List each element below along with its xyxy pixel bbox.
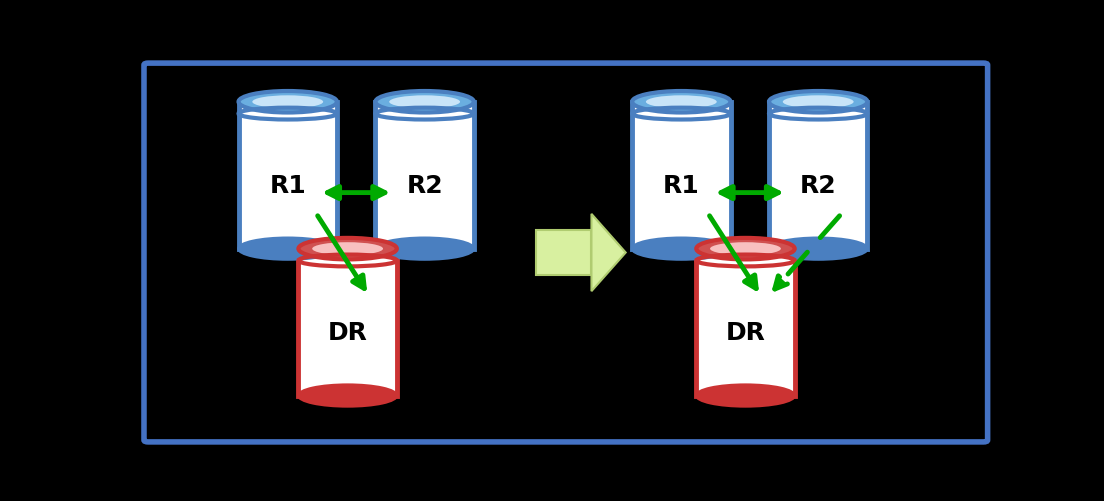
Ellipse shape: [375, 92, 474, 113]
Ellipse shape: [375, 238, 474, 260]
Ellipse shape: [253, 96, 323, 109]
FancyBboxPatch shape: [697, 249, 795, 396]
Ellipse shape: [298, 238, 396, 260]
Text: DR: DR: [725, 321, 765, 345]
FancyBboxPatch shape: [535, 231, 592, 275]
Ellipse shape: [769, 238, 868, 260]
Text: DR: DR: [328, 321, 368, 345]
Ellipse shape: [783, 96, 853, 109]
Ellipse shape: [697, 238, 795, 260]
Ellipse shape: [633, 92, 731, 113]
Ellipse shape: [238, 238, 337, 260]
FancyBboxPatch shape: [238, 103, 337, 249]
Text: R1: R1: [662, 174, 700, 198]
Text: R2: R2: [406, 174, 443, 198]
Ellipse shape: [312, 242, 383, 256]
FancyBboxPatch shape: [769, 103, 868, 249]
Ellipse shape: [298, 385, 396, 406]
Text: R1: R1: [269, 174, 306, 198]
Ellipse shape: [238, 92, 337, 113]
Ellipse shape: [697, 385, 795, 406]
FancyBboxPatch shape: [298, 249, 396, 396]
Ellipse shape: [710, 242, 781, 256]
Ellipse shape: [769, 92, 868, 113]
Polygon shape: [592, 214, 626, 292]
Ellipse shape: [390, 96, 460, 109]
Ellipse shape: [633, 238, 731, 260]
Text: R2: R2: [800, 174, 837, 198]
FancyBboxPatch shape: [375, 103, 474, 249]
FancyBboxPatch shape: [633, 103, 731, 249]
Ellipse shape: [646, 96, 716, 109]
